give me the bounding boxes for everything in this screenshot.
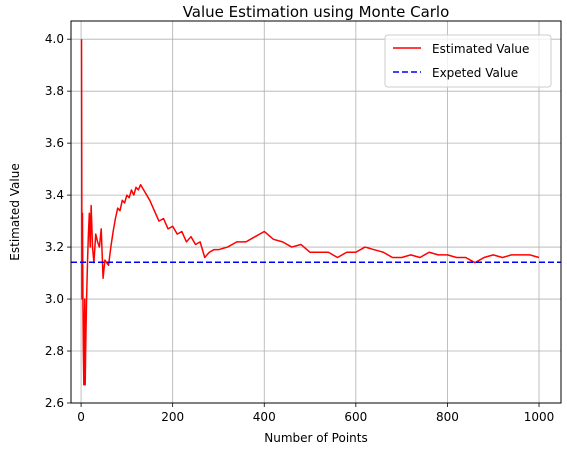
y-tick-label: 2.8 xyxy=(45,344,64,358)
ticks: 0 200 400 600 800 1000 2.6 2.8 3.0 3.2 3.4 3.6 3.8 4.… xyxy=(45,32,554,424)
y-tick-label: 3.2 xyxy=(45,240,64,254)
y-axis-label: Estimated Value xyxy=(8,163,22,260)
y-tick-label: 2.6 xyxy=(45,396,64,410)
x-tick-label: 0 xyxy=(77,410,85,424)
chart-title: Value Estimation using Monte Carlo xyxy=(183,3,450,21)
x-tick-label: 600 xyxy=(344,410,367,424)
y-tick-label: 4.0 xyxy=(45,32,64,46)
legend-label-estimated: Estimated Value xyxy=(432,42,529,56)
x-tick-label: 400 xyxy=(253,410,276,424)
series-layer xyxy=(71,39,561,386)
y-tick-label: 3.6 xyxy=(45,136,64,150)
y-tick-label: 3.8 xyxy=(45,84,64,98)
x-tick-label: 200 xyxy=(161,410,184,424)
x-axis-label: Number of Points xyxy=(264,431,367,445)
y-tick-label: 3.4 xyxy=(45,188,64,202)
x-tick-label: 1000 xyxy=(524,410,555,424)
legend-box xyxy=(384,34,552,88)
series-line-estimated-value xyxy=(80,39,540,386)
x-tick-label: 800 xyxy=(436,410,459,424)
y-tick-label: 3.0 xyxy=(45,292,64,306)
plot-frame xyxy=(70,20,562,404)
legend: Estimated Value Expeted Value xyxy=(384,34,552,88)
grid xyxy=(71,21,561,404)
legend-label-expected: Expeted Value xyxy=(432,66,518,80)
